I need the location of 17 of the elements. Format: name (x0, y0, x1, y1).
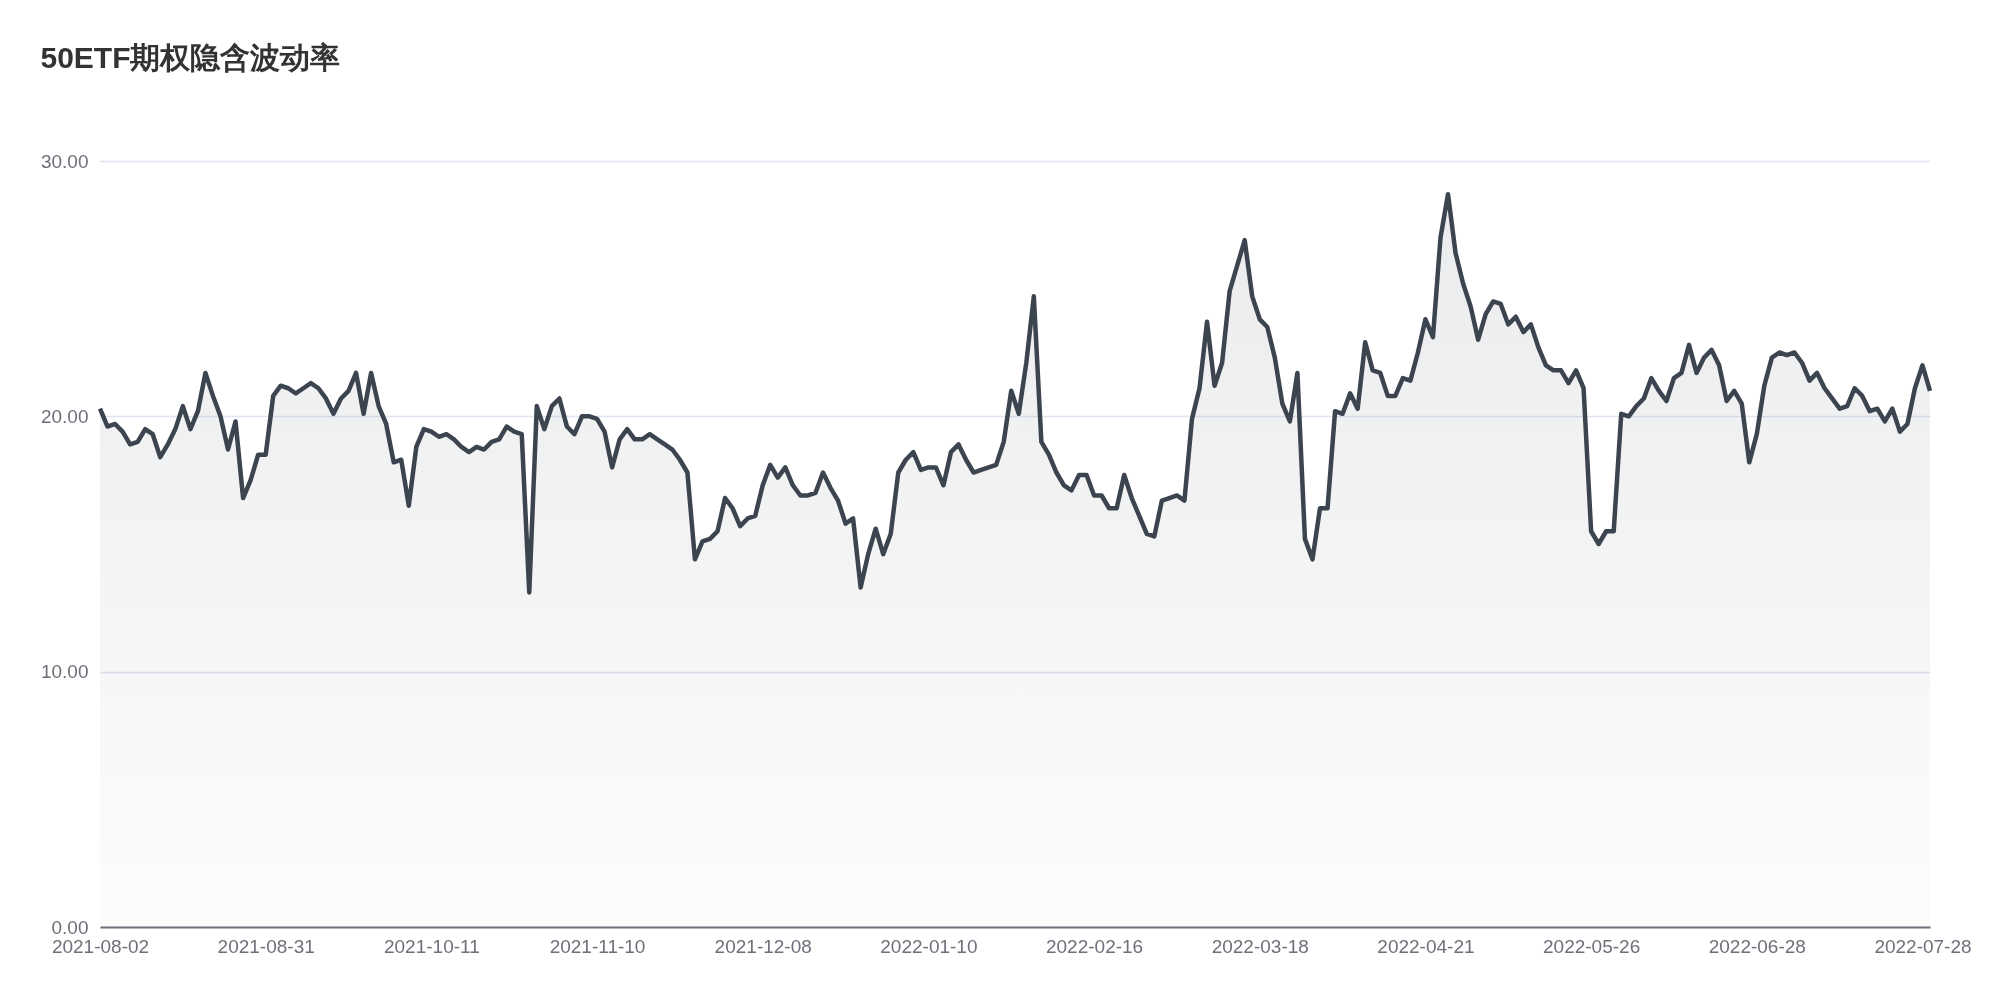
x-tick-label: 2022-06-28 (1708, 935, 1806, 957)
chart-title: 50ETF期权隐含波动率 (40, 41, 341, 74)
x-tick-label: 2021-10-11 (383, 935, 480, 957)
x-tick-label: 2022-04-21 (1377, 935, 1475, 957)
x-tick-label: 2021-08-02 (51, 935, 150, 957)
x-tick-label: 2022-03-18 (1211, 935, 1309, 957)
x-tick-label: 2021-08-31 (217, 935, 315, 957)
x-tick-label: 2022-02-16 (1045, 935, 1144, 957)
y-tick-label: 0.00 (51, 916, 89, 938)
y-tick-label: 20.00 (40, 405, 89, 427)
x-tick-label: 2022-01-10 (880, 935, 978, 957)
x-tick-label: 2021-11-10 (549, 935, 646, 957)
y-tick-label: 30.00 (40, 150, 89, 172)
x-tick-label: 2022-07-28 (1874, 935, 1972, 957)
y-tick-label: 10.00 (40, 661, 89, 683)
x-tick-label: 2022-05-26 (1543, 935, 1641, 957)
x-tick-label: 2021-12-08 (714, 935, 812, 957)
